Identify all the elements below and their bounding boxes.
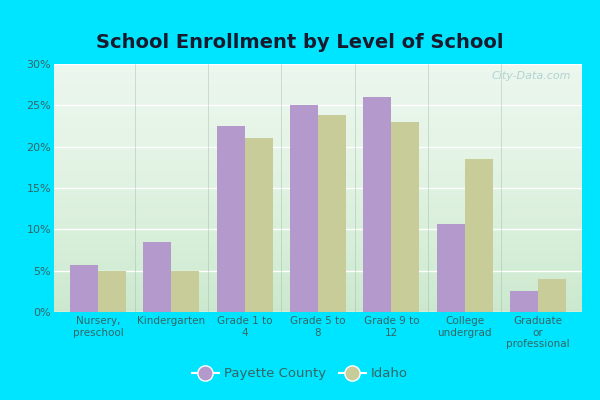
Legend: Payette County, Idaho: Payette County, Idaho: [187, 362, 413, 386]
Bar: [143, 242, 172, 312]
Bar: [172, 271, 199, 312]
Bar: [391, 122, 419, 312]
Bar: [464, 159, 493, 312]
Text: City-Data.com: City-Data.com: [492, 72, 571, 82]
Bar: [245, 138, 272, 312]
Bar: [437, 224, 464, 312]
Bar: [217, 126, 245, 312]
Bar: [70, 265, 98, 312]
Bar: [538, 279, 566, 312]
Text: School Enrollment by Level of School: School Enrollment by Level of School: [96, 32, 504, 52]
Bar: [318, 115, 346, 312]
Bar: [98, 271, 126, 312]
Bar: [290, 105, 318, 312]
Bar: [364, 97, 391, 312]
Bar: [510, 291, 538, 312]
